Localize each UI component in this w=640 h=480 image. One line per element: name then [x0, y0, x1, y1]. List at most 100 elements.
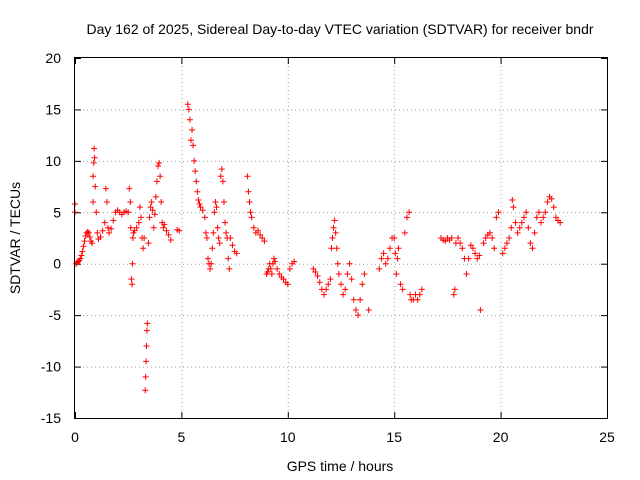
data-point: [81, 238, 88, 245]
data-point: [214, 224, 221, 231]
data-point: [344, 271, 351, 277]
data-point: [477, 307, 484, 313]
data-point: [220, 199, 227, 205]
data-point: [186, 116, 193, 123]
data-point: [542, 209, 549, 216]
data-point: [448, 235, 455, 241]
data-point: [90, 173, 97, 180]
data-point: [323, 286, 330, 293]
data-point: [207, 265, 214, 272]
data-point: [90, 159, 97, 166]
data-point: [184, 101, 191, 108]
data-point: [217, 173, 224, 180]
data-point: [197, 204, 204, 211]
data-point: [156, 159, 163, 166]
data-point: [190, 142, 197, 149]
data-point: [77, 255, 84, 262]
y-tick-label: -15: [41, 410, 61, 426]
data-point: [382, 260, 389, 267]
data-point: [145, 240, 152, 247]
data-point: [418, 286, 425, 293]
data-point: [91, 145, 98, 152]
data-point: [540, 214, 547, 221]
data-point: [397, 281, 404, 288]
data-point: [246, 199, 253, 205]
data-point: [89, 240, 96, 247]
data-point: [160, 224, 167, 231]
data-point: [233, 250, 240, 257]
data-point: [384, 255, 391, 262]
data-point: [129, 281, 136, 288]
data-point: [508, 224, 515, 231]
data-point: [491, 245, 498, 252]
data-point: [465, 255, 472, 262]
data-point: [291, 258, 298, 265]
chart-title: Day 162 of 2025, Sidereal Day-to-day VTE…: [86, 21, 593, 37]
data-point: [335, 271, 342, 277]
data-point: [222, 219, 229, 226]
data-point: [393, 271, 400, 277]
data-point: [333, 245, 340, 252]
data-point: [489, 235, 496, 241]
data-point: [338, 281, 344, 288]
data-point: [312, 268, 319, 275]
data-point: [407, 291, 414, 298]
data-point: [143, 343, 150, 349]
data-point: [110, 217, 117, 224]
y-tick-label: 20: [45, 50, 61, 66]
x-tick-labels: 0 5 10 15 20 25: [71, 429, 615, 445]
data-point: [348, 276, 355, 283]
data-point: [314, 273, 321, 280]
data-point: [201, 214, 208, 221]
x-tick-label: 10: [280, 429, 296, 445]
data-point: [259, 235, 266, 241]
data-point: [442, 238, 449, 245]
data-point: [208, 260, 215, 267]
data-point: [99, 227, 106, 234]
data-point: [476, 252, 483, 259]
data-point: [218, 166, 225, 173]
data-point: [509, 196, 516, 203]
data-point: [482, 235, 489, 241]
data-point: [450, 291, 457, 298]
data-point: [84, 228, 91, 235]
data-point: [391, 235, 398, 241]
data-point: [401, 229, 408, 236]
data-point: [268, 271, 275, 277]
data-point: [527, 240, 534, 247]
data-point: [137, 214, 144, 221]
data-point: [104, 224, 111, 231]
data-point: [414, 296, 421, 303]
data-point: [143, 327, 150, 334]
axis-ticks: [75, 58, 608, 419]
data-point: [185, 106, 192, 113]
data-point: [225, 255, 232, 262]
data-point: [310, 265, 317, 272]
data-point: [140, 245, 147, 252]
data-point: [210, 229, 217, 236]
data-point: [495, 209, 502, 216]
data-point: [187, 137, 194, 144]
data-point: [272, 258, 279, 265]
data-point: [361, 271, 368, 277]
data-point: [244, 173, 251, 180]
data-point: [146, 214, 153, 221]
data-point: [229, 242, 236, 249]
data-point: [469, 245, 476, 252]
y-axis-label: SDTVAR / TECUs: [7, 182, 23, 294]
data-point: [194, 188, 201, 195]
data-point: [346, 260, 353, 267]
data-point: [276, 271, 283, 277]
data-point: [359, 281, 366, 288]
data-point: [165, 231, 172, 238]
x-tick-label: 0: [71, 429, 79, 445]
data-point: [131, 227, 138, 234]
data-point: [510, 204, 517, 211]
data-point: [512, 219, 519, 226]
data-point: [529, 245, 536, 252]
x-tick-label: 15: [386, 429, 402, 445]
y-tick-label: 5: [53, 204, 61, 220]
data-point: [493, 214, 500, 221]
data-point: [128, 276, 135, 283]
data-point: [350, 296, 357, 303]
